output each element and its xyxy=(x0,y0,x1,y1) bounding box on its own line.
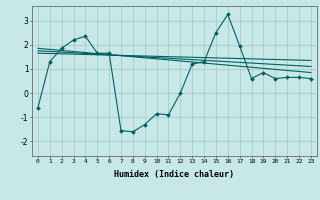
X-axis label: Humidex (Indice chaleur): Humidex (Indice chaleur) xyxy=(115,170,234,179)
